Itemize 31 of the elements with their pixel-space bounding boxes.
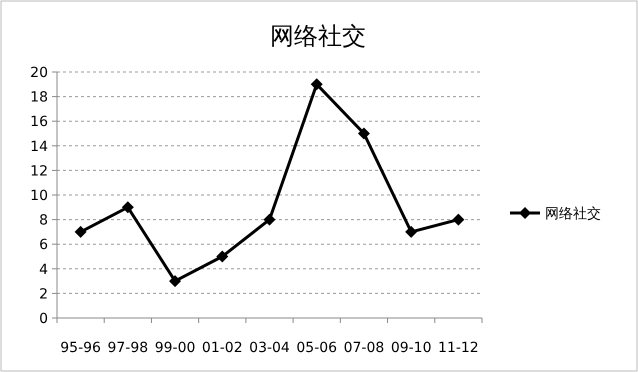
x-tick-label: 05-06	[296, 340, 338, 356]
y-tick-label: 4	[39, 262, 48, 278]
point	[452, 214, 464, 226]
x-tick-label: 09-10	[390, 340, 432, 356]
x-tick-label: 97-98	[107, 340, 148, 356]
point	[405, 226, 418, 238]
point	[264, 214, 276, 226]
y-tick-label: 12	[30, 163, 48, 180]
point	[122, 201, 134, 214]
y-tick-label: 6	[39, 237, 48, 254]
x-tick-label: 99-00	[154, 340, 196, 356]
point	[358, 128, 370, 140]
x-tick-label: 95-96	[60, 340, 102, 356]
y-tick-label: 20	[30, 65, 48, 81]
y-tick-label: 10	[30, 188, 48, 204]
x-tick-label: 11-12	[438, 340, 479, 356]
y-tick-label: 0	[39, 311, 48, 327]
x-tick-label: 01-02	[202, 340, 243, 356]
point	[169, 275, 182, 288]
point	[74, 226, 87, 238]
x-tick-label: 03-04	[249, 340, 290, 356]
y-tick-label: 2	[39, 286, 48, 302]
y-tick-label: 18	[30, 90, 48, 106]
chart-title: 网络社交	[270, 22, 366, 50]
legend-label: 网络社交	[545, 206, 601, 222]
y-tick-label: 8	[39, 212, 48, 229]
y-tick-label: 14	[30, 138, 48, 155]
x-tick-label: 07-08	[344, 340, 384, 356]
point	[310, 78, 323, 90]
y-tick-label: 16	[30, 114, 48, 130]
point	[216, 250, 228, 262]
